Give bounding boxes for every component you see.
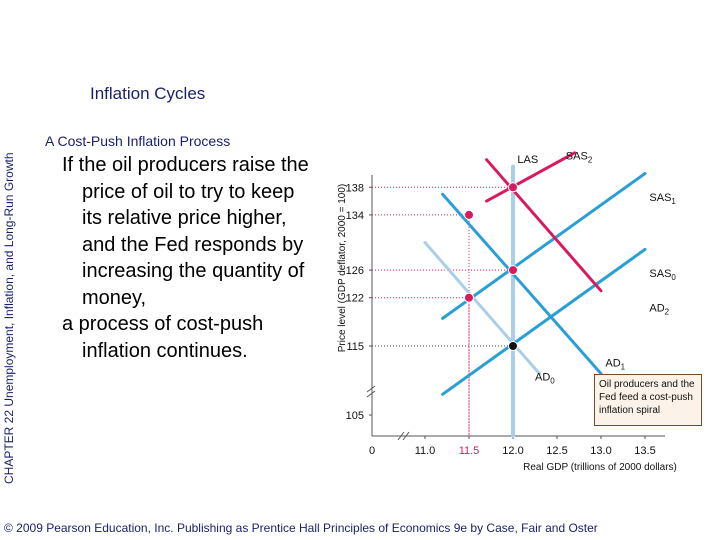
x-tick-label: 12.0: [502, 445, 523, 457]
curve-label: AD0: [535, 372, 555, 386]
equilibrium-point: [508, 265, 518, 276]
x-tick-label: 12.5: [546, 445, 567, 457]
curve-label: SAS2: [566, 151, 593, 165]
curve-label: SAS1: [649, 192, 676, 206]
y-tick-label: 122: [346, 293, 364, 305]
footer-copyright: © 2009 Pearson Education, Inc. Publishin…: [4, 521, 598, 535]
equilibrium-point: [464, 209, 474, 220]
y-tick-label: 126: [346, 265, 364, 277]
equilibrium-point: [508, 341, 518, 351]
series-sas0: [441, 247, 647, 396]
series-ad0: [423, 241, 541, 376]
x-tick-label: 11.0: [415, 445, 436, 457]
series-ad2: [485, 158, 603, 293]
x-axis-break: [397, 431, 410, 441]
curve-label: AD2: [649, 303, 669, 317]
curve-label: LAS: [517, 154, 538, 166]
series-sas1: [441, 172, 647, 320]
equilibrium-point: [464, 292, 474, 303]
slide-subtitle: A Cost-Push Inflation Process: [45, 133, 231, 149]
x-tick-label: 11.5: [459, 445, 480, 457]
y-axis-label: Price level (GDP deflator, 2000 = 100): [337, 184, 348, 353]
chart-callout: Oil producers and the Fed feed a cost-pu…: [594, 374, 702, 426]
y-tick-label: 134: [346, 210, 364, 222]
curve-label: SAS0: [649, 268, 676, 282]
series-sas2: [485, 151, 577, 203]
slide-title: Inflation Cycles: [90, 84, 206, 103]
y-tick-label: 105: [346, 410, 364, 422]
series-ad1: [441, 192, 603, 376]
equilibrium-point: [508, 182, 518, 193]
body-paragraph-2: a process of cost-push inflation continu…: [62, 313, 264, 362]
y-tick-label: 115: [346, 341, 364, 353]
x-tick-label: 0: [369, 445, 375, 457]
x-axis-label: Real GDP (trillions of 2000 dollars): [523, 462, 677, 473]
body-paragraph-1: If the oil producers raise the price of …: [62, 154, 309, 309]
body-text: If the oil producers raise the price of …: [62, 152, 317, 364]
x-tick-label: 13.5: [634, 445, 655, 457]
y-tick-label: 138: [346, 182, 364, 194]
x-tick-label: 13.0: [590, 445, 611, 457]
y-axis-break: [366, 385, 376, 398]
curve-label: AD1: [605, 358, 625, 372]
